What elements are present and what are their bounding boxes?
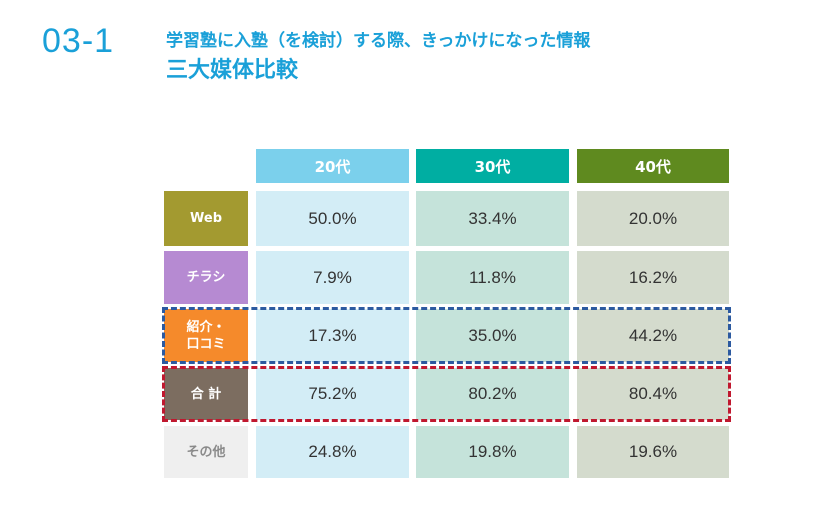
- table-cell: 19.6%: [577, 426, 729, 478]
- row-header-other: その他: [164, 426, 248, 478]
- col-header-30s: 30代: [416, 149, 569, 183]
- table-cell: 24.8%: [256, 426, 409, 478]
- table-cell: 44.2%: [577, 309, 729, 362]
- row-header-referral: 紹介・ 口コミ: [164, 309, 248, 362]
- section-number: 03-1: [42, 22, 115, 60]
- table-cell: 80.2%: [416, 368, 569, 420]
- table-cell: 17.3%: [256, 309, 409, 362]
- table-cell: 80.4%: [577, 368, 729, 420]
- col-header-20s: 20代: [256, 149, 409, 183]
- table-cell: 75.2%: [256, 368, 409, 420]
- table-cell: 19.8%: [416, 426, 569, 478]
- row-header-web: Web: [164, 191, 248, 246]
- table-cell: 16.2%: [577, 251, 729, 304]
- row-header-total: 合 計: [164, 368, 248, 420]
- table-cell: 50.0%: [256, 191, 409, 246]
- table-cell: 20.0%: [577, 191, 729, 246]
- table-cell: 7.9%: [256, 251, 409, 304]
- col-header-40s: 40代: [577, 149, 729, 183]
- table-cell: 35.0%: [416, 309, 569, 362]
- page-subtitle: 三大媒体比較: [166, 58, 299, 83]
- row-header-flyer: チラシ: [164, 251, 248, 304]
- table-cell: 33.4%: [416, 191, 569, 246]
- page-title: 学習塾に入塾（を検討）する際、きっかけになった情報: [166, 31, 591, 51]
- table-cell: 11.8%: [416, 251, 569, 304]
